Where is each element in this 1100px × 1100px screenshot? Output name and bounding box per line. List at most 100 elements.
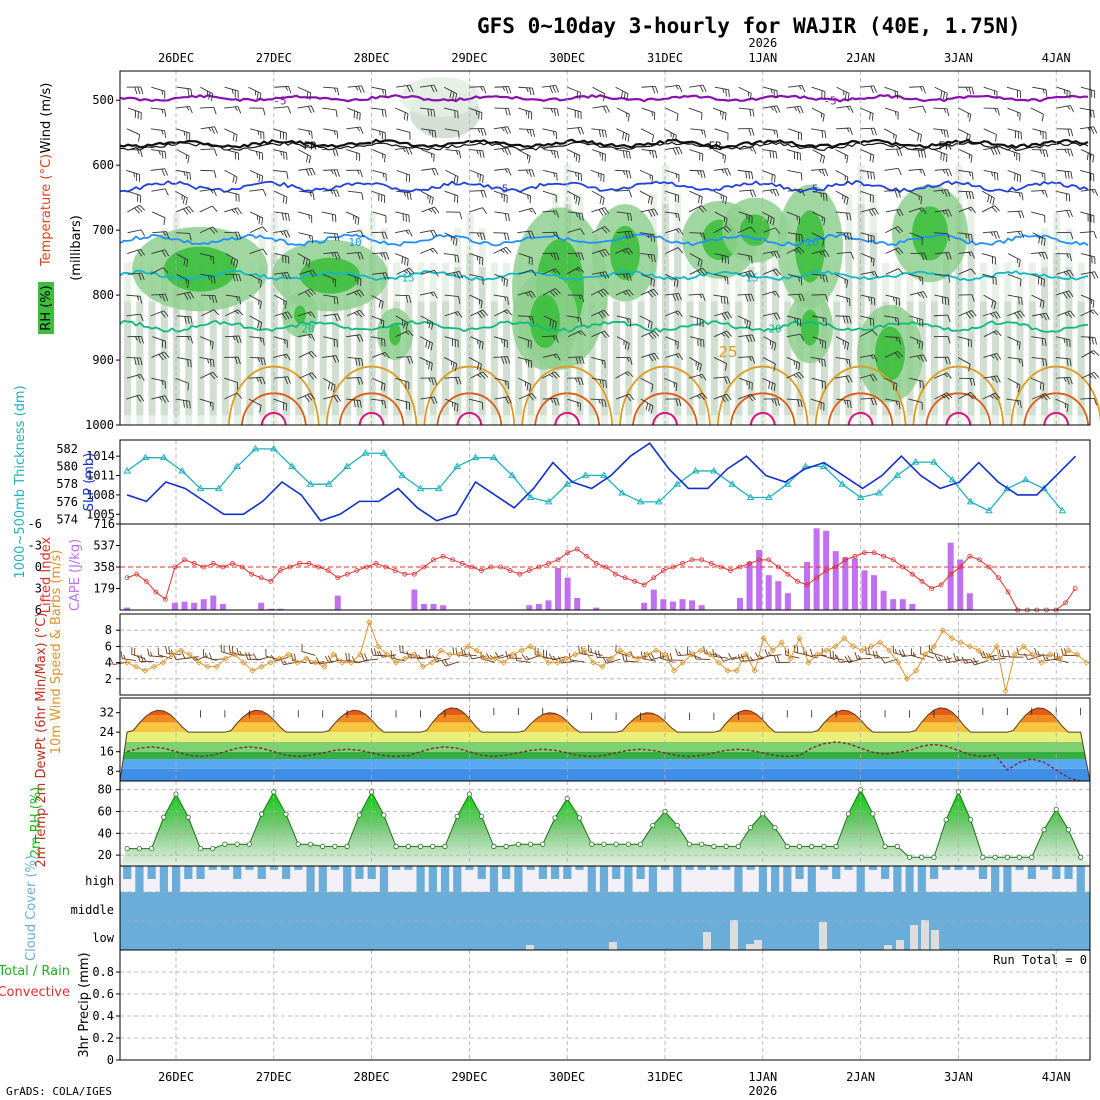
wind-barb-feather [944, 357, 948, 365]
wind10-marker [428, 659, 435, 666]
wind-barb [1007, 336, 1021, 343]
wind-barb-feather [1093, 110, 1095, 118]
wind-barb-feather [1067, 171, 1070, 179]
wind-barb [836, 398, 851, 402]
wind-barb [273, 398, 287, 405]
wind-barb-feather [1090, 109, 1092, 118]
wind-barb-feather [854, 652, 858, 660]
wind10-marker [545, 659, 552, 666]
wind-barb [738, 334, 753, 338]
wind-barb [946, 659, 961, 664]
wind-barb-feather [873, 397, 878, 406]
cape-bar [871, 575, 878, 610]
wind-barb [1057, 310, 1071, 317]
wind-barb-feather [1038, 252, 1042, 257]
wind-barb [737, 393, 752, 400]
cape-bar [765, 575, 772, 610]
wind-barb-feather [677, 341, 679, 350]
wind-barb-feather [531, 169, 535, 177]
wind-barb-feather [280, 151, 283, 156]
wind-barb-feather [381, 400, 384, 405]
wind-barb [419, 247, 434, 254]
rh2m-marker [197, 845, 204, 852]
wind-barb-feather [701, 205, 707, 212]
wind-barb-feather [651, 175, 654, 184]
wind-barb-feather [945, 169, 949, 177]
wind-barb [371, 351, 386, 358]
li-marker [555, 557, 561, 563]
wind-barb-feather [941, 395, 946, 399]
wind-barb-feather [281, 212, 284, 221]
thickness-marker [398, 471, 407, 478]
rh2m-marker [540, 841, 546, 847]
wind-barb-feather [772, 291, 776, 296]
cape-bar [851, 558, 858, 610]
wind-barb-feather [921, 237, 924, 246]
rh2m-marker [271, 789, 277, 795]
rh2m-marker [919, 854, 925, 860]
wind-barb [1032, 232, 1046, 240]
wind-barb-feather [552, 289, 559, 296]
rh2m-marker [674, 822, 680, 829]
wind-barb-feather [724, 363, 728, 371]
wind-barb-feather [505, 650, 509, 659]
wind-barb [566, 228, 581, 234]
wind-barb [664, 190, 679, 196]
wind-barb-feather [1019, 310, 1026, 317]
wind-barb [1080, 294, 1095, 301]
wind-barb [371, 231, 386, 234]
li-marker [785, 571, 791, 577]
wind-barb [175, 377, 189, 384]
wind-barb-feather [923, 291, 928, 299]
rh-shade-mid [1028, 301, 1036, 416]
wind-barb-feather [453, 403, 456, 411]
wind-barb-feather [798, 234, 801, 242]
wind-barb [372, 377, 386, 385]
wind-barb-feather [923, 252, 928, 261]
wind-barb [958, 190, 973, 193]
li-marker [431, 557, 436, 563]
wind-barb-feather [230, 257, 234, 265]
wind-barb [394, 147, 409, 151]
thickness-marker [948, 475, 957, 483]
wind-barb-feather [678, 213, 680, 222]
cape-bar [957, 559, 964, 610]
cloud-low-gap [910, 925, 918, 950]
wind-barb [1030, 107, 1044, 115]
wind-barb [541, 85, 556, 88]
wind-barb-feather [748, 321, 751, 330]
wind-barb-feather [307, 312, 312, 317]
wind-barb-feather [590, 648, 593, 653]
wind-barb-feather [581, 295, 585, 303]
wind-barb [273, 336, 288, 341]
wind-barb-feather [280, 231, 284, 236]
wind-barb-feather [676, 280, 679, 288]
wind-barb-feather [968, 114, 972, 122]
wind10-marker [1038, 659, 1045, 666]
wind-barb [738, 107, 753, 110]
wind-barb-feather [555, 335, 559, 343]
wind-barb [714, 253, 729, 258]
wind-barb [297, 253, 311, 261]
wind10-marker [132, 663, 140, 670]
wind-barb-feather [899, 208, 904, 216]
wind-barb-feather [870, 355, 874, 360]
wind-barb-feather [993, 354, 999, 361]
li-marker [833, 564, 839, 570]
cape-bar [564, 577, 571, 610]
wind-barb [272, 149, 287, 154]
wind-barb-feather [555, 210, 560, 218]
li-marker [699, 557, 705, 563]
rh2m-marker [405, 843, 411, 849]
axis-title-pressure: (millibars) [69, 215, 84, 281]
wind-barb [498, 654, 513, 659]
cloud-high-bar [624, 866, 633, 892]
wind-barb [151, 249, 166, 254]
wind-barb-feather [507, 126, 512, 134]
wind-barb-feather [996, 147, 1001, 155]
thickness-marker [820, 462, 828, 470]
wind-barb-feather [703, 130, 706, 138]
wind-barb [567, 169, 582, 175]
rh2m-marker [173, 791, 179, 797]
wind-barb [322, 355, 337, 358]
